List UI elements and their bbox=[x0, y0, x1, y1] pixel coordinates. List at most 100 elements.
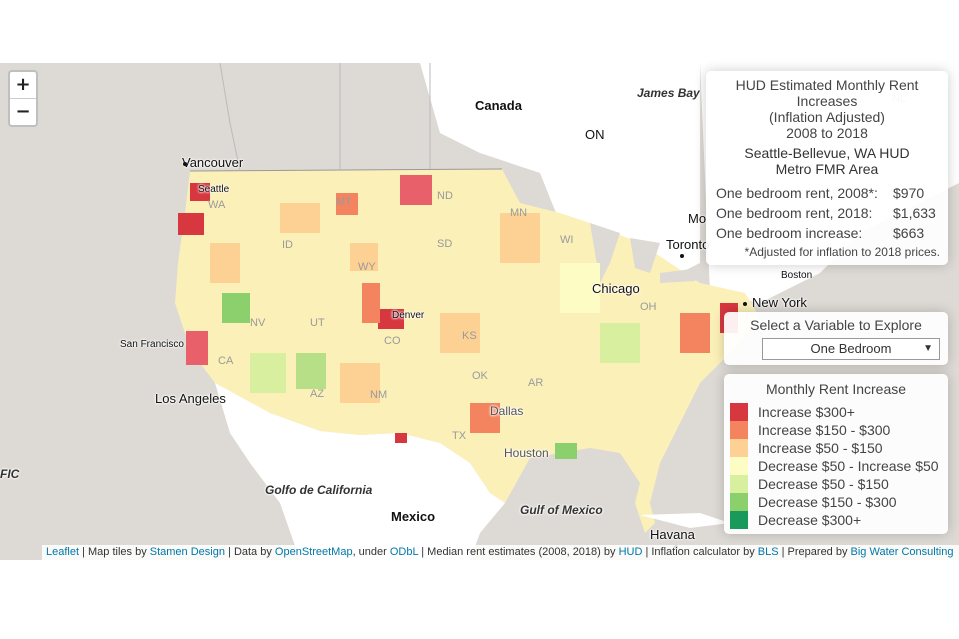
label-wa: WA bbox=[208, 199, 226, 211]
legend-swatch bbox=[730, 457, 748, 475]
variable-select[interactable]: One Bedroom ▼ bbox=[762, 338, 940, 360]
attribution-text: | Prepared by bbox=[778, 546, 851, 558]
label-sd: SD bbox=[437, 238, 453, 250]
big-water-consulting-link[interactable]: Big Water Consulting bbox=[850, 546, 954, 558]
label-mt: MT bbox=[336, 196, 352, 208]
legend-label: Decrease $150 - $300 bbox=[758, 494, 897, 510]
variable-select-value: One Bedroom bbox=[810, 341, 892, 356]
odbl-link[interactable]: ODbL bbox=[389, 546, 419, 558]
info-row-label: One bedroom increase: bbox=[716, 225, 863, 241]
label-wy: WY bbox=[358, 261, 376, 273]
label-boston: Boston bbox=[781, 270, 813, 281]
attribution-text: | Inflation calculator by bbox=[642, 546, 758, 558]
info-row: One bedroom rent, 2018: $1,633 bbox=[706, 203, 948, 223]
selector-title: Select a Variable to Explore bbox=[750, 317, 922, 333]
rent-patches bbox=[178, 175, 738, 459]
label-ks: KS bbox=[462, 330, 477, 342]
attribution-text: | Map tiles by bbox=[79, 546, 150, 558]
label-az: AZ bbox=[310, 388, 325, 400]
label-vancouver: Vancouver bbox=[182, 155, 244, 170]
info-title-line: HUD Estimated Monthly Rent bbox=[735, 77, 919, 93]
label-san-francisco: San Francisco bbox=[120, 339, 184, 350]
stamen-link[interactable]: Stamen Design bbox=[149, 546, 225, 558]
attribution-text: | Data by bbox=[224, 546, 275, 558]
zoom-in-button[interactable]: + bbox=[15, 74, 31, 95]
attribution-bar: Leaflet | Map tiles by Stamen Design | D… bbox=[42, 545, 959, 560]
info-title: HUD Estimated Monthly Rent Increases (In… bbox=[706, 77, 948, 141]
info-title-line: Increases bbox=[796, 93, 858, 109]
label-tx: TX bbox=[452, 430, 467, 442]
zoom-control: + − bbox=[8, 70, 38, 127]
info-note: *Adjusted for inflation to 2018 prices. bbox=[744, 245, 940, 259]
legend-item: Decrease $50 - Increase $50 bbox=[724, 457, 948, 475]
legend-title: Monthly Rent Increase bbox=[765, 381, 907, 397]
legend-panel: Monthly Rent Increase Increase $300+ Incr… bbox=[724, 374, 948, 534]
info-row: One bedroom rent, 2008*: $970 bbox=[706, 183, 948, 203]
legend-item: Decrease $300+ bbox=[724, 511, 948, 529]
info-row-value: $970 bbox=[893, 185, 925, 201]
label-mexico: Mexico bbox=[391, 509, 436, 524]
legend-swatch bbox=[730, 439, 748, 457]
legend-label: Increase $50 - $150 bbox=[758, 440, 883, 456]
label-gulf-of-mexico: Gulf of Mexico bbox=[520, 503, 603, 517]
label-co: CO bbox=[384, 335, 401, 347]
info-row-value: $1,633 bbox=[893, 205, 936, 221]
label-houston: Houston bbox=[504, 446, 549, 460]
legend-label: Decrease $50 - $150 bbox=[758, 476, 889, 492]
legend-label: Decrease $300+ bbox=[758, 512, 862, 528]
info-title-line: 2008 to 2018 bbox=[786, 125, 868, 141]
label-chicago: Chicago bbox=[592, 281, 640, 296]
legend-swatch bbox=[730, 403, 748, 421]
info-area-line: Metro FMR Area bbox=[775, 161, 879, 177]
label-seattle: Seattle bbox=[198, 184, 230, 195]
label-ok: OK bbox=[472, 370, 488, 382]
info-row-label: One bedroom rent, 2008*: bbox=[716, 185, 878, 201]
hud-link[interactable]: HUD bbox=[618, 546, 643, 558]
label-mn: MN bbox=[510, 207, 528, 219]
legend-label: Decrease $50 - Increase $50 bbox=[758, 458, 939, 474]
label-toronto: Toronto bbox=[666, 237, 710, 252]
legend-item: Increase $300+ bbox=[724, 403, 948, 421]
label-los-angeles: Los Angeles bbox=[155, 391, 226, 406]
osm-link[interactable]: OpenStreetMap bbox=[274, 546, 353, 558]
info-area: Seattle-Bellevue, WA HUD Metro FMR Area bbox=[706, 145, 948, 177]
info-title-line: (Inflation Adjusted) bbox=[769, 109, 885, 125]
label-ut: UT bbox=[310, 317, 325, 329]
legend-label: Increase $150 - $300 bbox=[758, 422, 891, 438]
label-dallas: Dallas bbox=[490, 404, 524, 418]
label-nd: ND bbox=[437, 190, 453, 202]
legend-item: Decrease $150 - $300 bbox=[724, 493, 948, 511]
marker-new-york bbox=[743, 302, 747, 306]
label-havana: Havana bbox=[650, 527, 695, 542]
label-mon: Mo bbox=[688, 211, 707, 226]
legend-item: Decrease $50 - $150 bbox=[724, 475, 948, 493]
label-wi: WI bbox=[560, 234, 574, 246]
legend-swatch bbox=[730, 493, 748, 511]
label-james-bay: James Bay bbox=[637, 86, 700, 100]
zoom-out-button[interactable]: − bbox=[10, 98, 36, 125]
chevron-down-icon: ▼ bbox=[923, 343, 933, 354]
label-ca: CA bbox=[218, 355, 234, 367]
label-golfo-de-california: Golfo de California bbox=[265, 483, 373, 497]
info-row-label: One bedroom rent, 2018: bbox=[716, 205, 873, 221]
info-panel: HUD Estimated Monthly Rent Increases (In… bbox=[706, 71, 948, 265]
label-nv: NV bbox=[250, 317, 266, 329]
label-canada: Canada bbox=[475, 98, 522, 113]
label-fic: FIC bbox=[0, 467, 20, 481]
legend-swatch bbox=[730, 511, 748, 529]
label-on: ON bbox=[585, 127, 605, 142]
attribution-text: , under bbox=[352, 546, 390, 558]
variable-selector-panel: Select a Variable to Explore One Bedroom… bbox=[724, 312, 948, 365]
leaflet-link[interactable]: Leaflet bbox=[46, 546, 80, 558]
label-nm: NM bbox=[370, 389, 388, 401]
info-row-value: $663 bbox=[893, 225, 925, 241]
label-ar: AR bbox=[528, 377, 544, 389]
attribution-text: | Median rent estimates (2008, 2018) by bbox=[418, 546, 619, 558]
legend-swatch bbox=[730, 421, 748, 439]
marker-vancouver bbox=[183, 162, 187, 166]
bls-link[interactable]: BLS bbox=[757, 546, 779, 558]
legend-label: Increase $300+ bbox=[758, 404, 855, 420]
label-new-york: New York bbox=[752, 295, 807, 310]
label-denver: Denver bbox=[392, 310, 425, 321]
info-area-line: Seattle-Bellevue, WA HUD bbox=[744, 145, 910, 161]
